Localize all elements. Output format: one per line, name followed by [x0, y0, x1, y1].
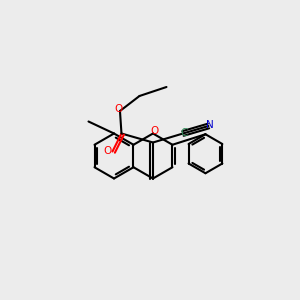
Text: O: O: [103, 146, 111, 157]
Text: N: N: [206, 120, 214, 130]
Text: O: O: [150, 126, 159, 136]
Text: O: O: [114, 104, 123, 114]
Text: C: C: [181, 128, 188, 139]
